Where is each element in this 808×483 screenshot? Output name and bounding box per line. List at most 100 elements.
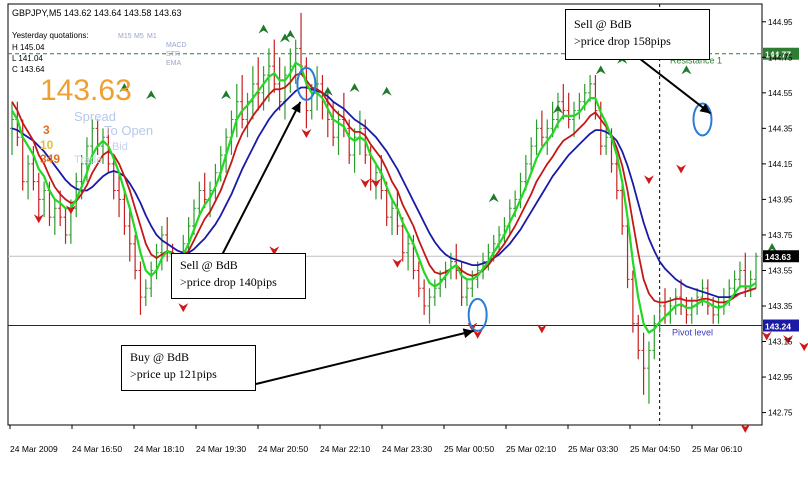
info-ind-macd: MACD <box>166 42 187 49</box>
up-arrow-icon <box>488 193 499 203</box>
price-bars <box>10 12 758 404</box>
price-bar <box>545 119 550 155</box>
moving-averages <box>11 61 757 334</box>
price-bar <box>352 128 357 173</box>
info-tf-m1: M1 <box>147 33 157 40</box>
level-price-tag-2 <box>763 250 799 263</box>
up-arrow-icon <box>552 104 563 114</box>
down-arrow-icon <box>269 246 280 256</box>
open-label: To Open <box>104 123 153 138</box>
price-bar <box>406 234 411 271</box>
price-bar <box>748 270 753 298</box>
level-price-label-1: 143.24 <box>765 322 791 332</box>
x-tick-label: 24 Mar 18:10 <box>134 444 184 454</box>
down-arrow-icon <box>370 178 381 188</box>
price-bar <box>422 279 427 315</box>
up-arrow-icon <box>322 86 333 96</box>
pivot-label: Pivot level <box>672 328 713 338</box>
big-price: 143.63 <box>40 74 132 107</box>
annotation-buy: Buy @ BdB >price up 121pips <box>121 345 256 391</box>
entry-ellipse-2 <box>692 102 713 137</box>
up-arrow-icon <box>681 65 692 75</box>
info-ind-str: STR <box>166 51 180 58</box>
price-bar <box>539 110 544 147</box>
down-arrow-icon <box>676 164 687 174</box>
price-bar <box>100 128 105 164</box>
price-bar <box>138 261 143 315</box>
down-arrow-icon <box>799 342 808 352</box>
up-arrow-icon <box>595 65 606 75</box>
price-bar <box>529 137 534 173</box>
price-bar <box>561 83 566 120</box>
price-bar <box>272 39 277 93</box>
fragment-349: 349 <box>40 152 60 166</box>
down-arrow-icon <box>360 178 371 188</box>
level-price-tag-0 <box>763 47 799 60</box>
price-bar <box>240 75 245 129</box>
x-tick-label: 24 Mar 23:30 <box>382 444 432 454</box>
down-arrow-icon <box>643 175 654 185</box>
ma-blue-line <box>11 86 757 299</box>
time-axis: 24 Mar 2009 24 Mar 16:50 24 Mar 18:10 24 Ma… <box>9 425 742 454</box>
info-tf-m5: M5 <box>134 33 144 40</box>
up-arrow-icon <box>285 29 296 39</box>
x-tick-label: 25 Mar 06:10 <box>692 444 742 454</box>
y-tick-label: 143.95 <box>768 195 793 204</box>
ma-red-line <box>11 72 757 304</box>
annotation-title: Sell @ BdB <box>180 258 238 272</box>
price-bar <box>304 57 309 129</box>
y-tick-label: 144.15 <box>768 160 793 169</box>
price-bar <box>572 101 577 138</box>
price-bar <box>614 154 619 200</box>
info-tf-m15: M15 <box>118 33 132 40</box>
up-arrow-icon <box>349 83 360 93</box>
up-arrow-icon <box>381 86 392 96</box>
level-price-tag-1 <box>763 319 799 332</box>
down-arrow-icon <box>301 129 312 139</box>
price-bar <box>143 279 148 306</box>
level-price-label-2: 143.63 <box>765 252 791 262</box>
up-arrow-icon <box>279 33 290 43</box>
price-bar <box>36 172 41 218</box>
y-tick-label: 144.35 <box>768 124 793 133</box>
y-tick-label: 142.75 <box>768 409 793 418</box>
x-tick-label: 24 Mar 2009 <box>10 444 58 454</box>
x-tick-label: 24 Mar 22:10 <box>320 444 370 454</box>
down-arrow-icon <box>536 324 547 334</box>
x-tick-label: 24 Mar 19:30 <box>196 444 246 454</box>
price-bar <box>277 57 282 111</box>
level-price-label-0: 144.77 <box>765 50 791 60</box>
arrow-head <box>699 103 711 114</box>
x-tick-label: 25 Mar 04:50 <box>630 444 680 454</box>
price-bar <box>646 341 651 404</box>
x-tick-label: 24 Mar 16:50 <box>72 444 122 454</box>
info-line-high: H 145.04 <box>12 43 45 52</box>
arrow-shaft <box>221 101 302 256</box>
entry-markers <box>296 66 713 332</box>
y-tick-label: 142.95 <box>768 373 793 382</box>
price-bar <box>202 172 207 209</box>
info-ind-ema: EMA <box>166 60 182 67</box>
price-bar <box>127 208 132 262</box>
price-bar <box>149 261 154 298</box>
y-tick-label: 143.15 <box>768 338 793 347</box>
down-arrow-icon <box>783 335 794 345</box>
price-bar <box>432 279 437 306</box>
arrow-shaft <box>255 329 474 385</box>
arrow-head <box>291 101 301 114</box>
y-tick-label: 143.75 <box>768 231 793 240</box>
info-title: Yesterday quotations: <box>12 31 89 40</box>
price-bar <box>390 199 395 235</box>
up-arrow-icon <box>258 24 269 34</box>
price-bar <box>625 217 630 289</box>
info-line-low: L 141.04 <box>12 54 43 63</box>
arrow-shaft <box>634 54 712 115</box>
fragment-10: 10 <box>40 138 54 152</box>
symbol-header: GBPJPY,M5 143.62 143.64 143.58 143.63 <box>12 8 181 18</box>
price-bar <box>133 234 138 280</box>
down-arrow-icon <box>178 303 189 313</box>
price-bar <box>117 172 122 218</box>
down-arrow-icon <box>392 258 403 268</box>
price-bar <box>79 154 84 200</box>
